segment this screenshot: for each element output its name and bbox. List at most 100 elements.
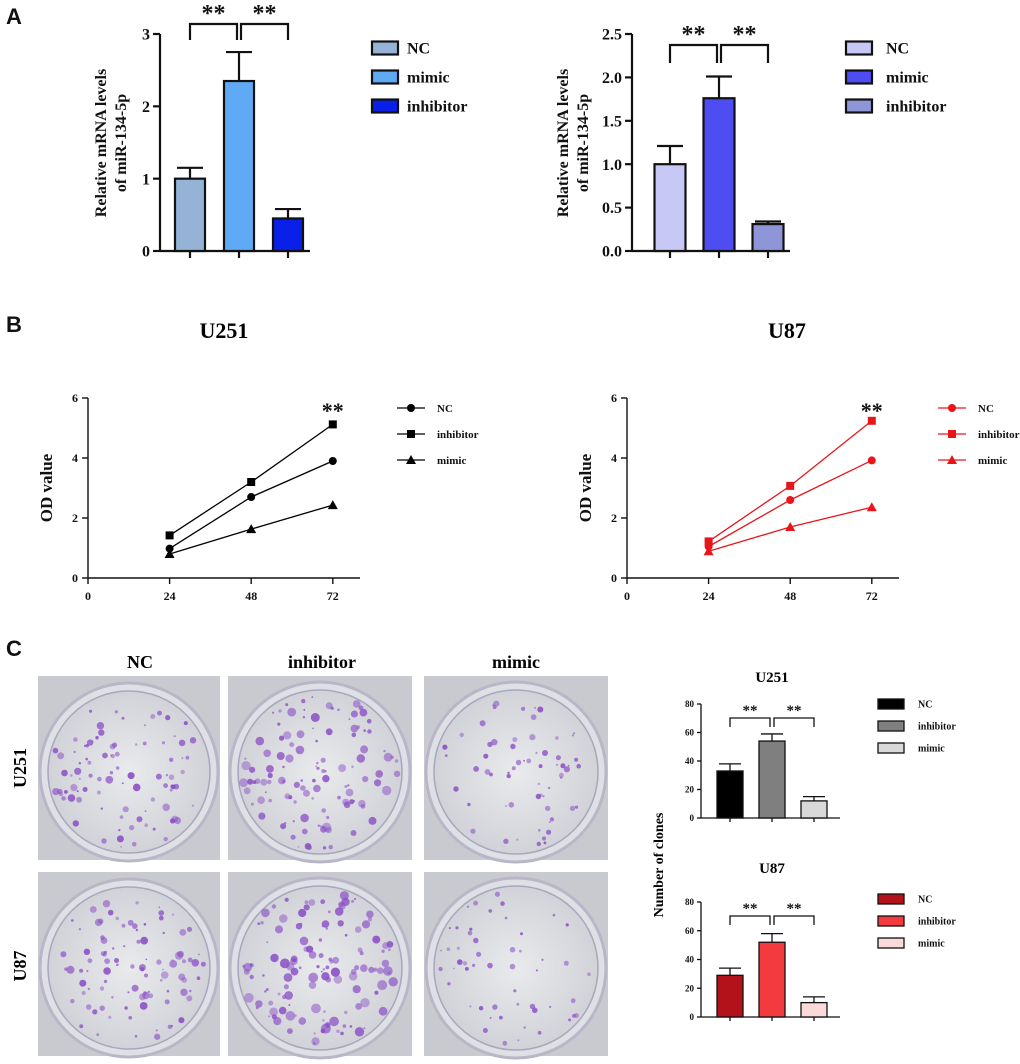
colony (111, 996, 114, 999)
b-u87-point-inhibitor-2 (867, 416, 876, 425)
colony (79, 979, 87, 987)
b-u251-legend-label-0: NC (437, 403, 453, 415)
colony (185, 755, 190, 760)
a-left-sig-bracket (188, 22, 239, 40)
b-u87-ylabel: OD value (576, 453, 595, 522)
colony (382, 785, 392, 796)
colony (307, 845, 312, 851)
colony (244, 993, 254, 1003)
colony (535, 751, 538, 755)
colony (288, 795, 293, 800)
colony (469, 1005, 472, 1008)
a-left-ylabel-line: Relative mRNA levels (93, 69, 110, 217)
colony (587, 972, 591, 976)
colony (359, 708, 368, 717)
colony (453, 967, 455, 970)
colony (257, 796, 265, 804)
colony (322, 1019, 325, 1022)
colony (360, 745, 369, 754)
colony (568, 1018, 571, 1022)
colony (372, 935, 381, 944)
colony (354, 926, 362, 933)
colony (363, 1027, 366, 1030)
colony (534, 707, 536, 709)
colony (177, 950, 184, 958)
colony (546, 829, 552, 835)
colony (508, 802, 515, 808)
c-u87-legend-swatch-1 (877, 915, 905, 927)
colony (163, 836, 168, 842)
colony (96, 722, 105, 730)
colony (76, 796, 82, 803)
c-u251-sig-label: ** (787, 703, 802, 719)
colony (487, 962, 493, 969)
colony (367, 729, 372, 734)
colony (266, 779, 272, 785)
a-left-sig-label: ** (253, 1, 277, 27)
colony (171, 959, 174, 962)
colony (70, 784, 78, 792)
colony (542, 750, 548, 756)
colony (313, 1032, 316, 1035)
colony (88, 773, 93, 778)
colony (147, 990, 151, 994)
colony (473, 766, 479, 772)
colony (446, 947, 451, 951)
plate-col-label-inhibitor: inhibitor (288, 652, 356, 672)
a-left-sig-label: ** (202, 1, 226, 27)
colony (140, 936, 149, 945)
colony (338, 764, 347, 773)
colony (390, 755, 394, 759)
colony (143, 923, 147, 926)
colony (499, 1015, 503, 1020)
colony (368, 816, 377, 825)
panel-label-b: B (6, 312, 22, 337)
b-u251-xtick-label: 72 (327, 589, 339, 603)
colony (336, 1029, 340, 1033)
b-u251-legend-marker-1 (407, 430, 415, 438)
colony (289, 742, 295, 748)
colony (70, 998, 75, 1004)
colony (161, 741, 166, 745)
a-right-legend-label-2: inhibitor (886, 99, 946, 116)
colony (122, 806, 129, 813)
colony (132, 783, 141, 792)
colony (132, 923, 138, 929)
colony (320, 757, 326, 763)
colony (328, 844, 333, 850)
colony (324, 1022, 331, 1028)
a-left-ytick-label: 1 (142, 171, 150, 188)
a-right-ytick-label: 1.5 (602, 113, 622, 130)
a-left-legend-swatch-2 (370, 98, 400, 114)
colony (270, 953, 279, 963)
colony (186, 926, 193, 932)
c-u251-ytick-label: 40 (685, 756, 695, 766)
colony (114, 958, 119, 963)
colony (387, 971, 391, 975)
a-left-legend-label-2: inhibitor (407, 99, 467, 116)
chart-a-right: 0.0 0.5 1.0 1.5 2.0 2.5 ** ** NC mimic inhibitor Re… (555, 22, 946, 261)
colony (258, 812, 266, 820)
colony (70, 919, 74, 922)
colony (325, 728, 333, 736)
colony (321, 769, 326, 773)
chart-c-u251-title: U251 (755, 670, 788, 686)
colony (182, 959, 186, 964)
a-right-legend-label-1: mimic (886, 70, 929, 87)
colony (317, 824, 320, 827)
colony (536, 841, 541, 847)
b-u251-ylabel: OD value (37, 453, 56, 522)
c-u87-legend-swatch-2 (877, 937, 905, 949)
b-u87-point-mimic-2 (866, 502, 877, 512)
colony (565, 923, 569, 927)
colony (571, 734, 575, 737)
colony (95, 736, 99, 740)
colony (282, 779, 286, 784)
colony (300, 785, 306, 791)
colony (52, 788, 60, 796)
colony (453, 786, 459, 792)
b-u251-legend-label-1: inhibitor (437, 429, 479, 441)
a-right-bar-1 (702, 97, 736, 253)
b-u251-legend-marker-2 (406, 455, 416, 464)
colony (158, 915, 164, 921)
